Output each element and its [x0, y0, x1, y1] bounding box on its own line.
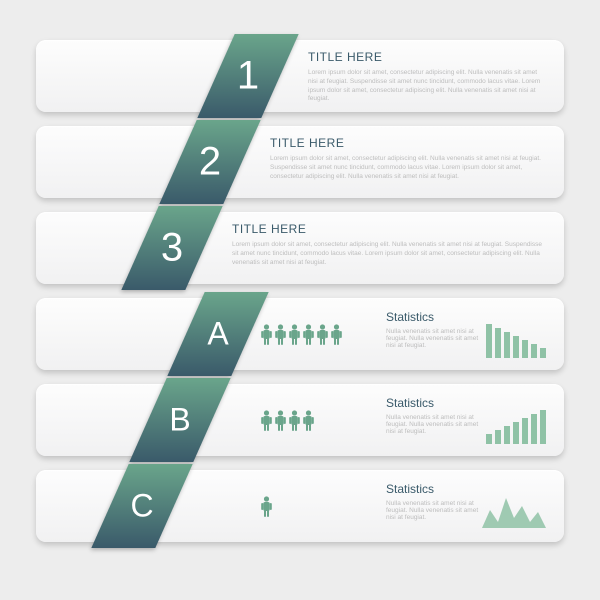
- person-icon: [289, 324, 300, 346]
- person-icon: [261, 496, 272, 518]
- person-icon: [275, 324, 286, 351]
- person-icon: [303, 410, 314, 432]
- stat-title: Statistics: [386, 310, 486, 324]
- info-bar-number: 1 TITLE HERE Lorem ipsum dolor sit amet, c…: [36, 40, 564, 112]
- text-block: TITLE HERE Lorem ipsum dolor sit amet, co…: [270, 136, 546, 181]
- stat-sub: Nulla venenatis sit amet nisi at feugiat…: [386, 500, 486, 521]
- bar-col: [486, 324, 492, 358]
- bar-col: [522, 418, 528, 444]
- ribbon: A: [167, 292, 268, 376]
- ribbon: B: [129, 378, 230, 462]
- stat-sub: Nulla venenatis sit amet nisi at feugiat…: [386, 414, 486, 435]
- bar-col: [531, 344, 537, 358]
- bar-col: [486, 434, 492, 444]
- person-icon: [261, 410, 272, 437]
- info-bar-letter: B Statistics Nulla venenatis sit amet nis…: [36, 384, 564, 456]
- person-icon: [303, 324, 314, 346]
- stat-title: Statistics: [386, 396, 486, 410]
- info-bar-letter: C Statistics Nulla venenatis sit amet nis…: [36, 470, 564, 542]
- person-icon: [317, 324, 328, 351]
- bar-col: [522, 340, 528, 358]
- people-group: [261, 324, 342, 351]
- person-icon: [275, 410, 286, 437]
- stat-sub: Nulla venenatis sit amet nisi at feugiat…: [386, 328, 486, 349]
- ribbon: 2: [159, 120, 260, 204]
- ribbon: 1: [197, 34, 298, 118]
- text-block: TITLE HERE Lorem ipsum dolor sit amet, co…: [232, 222, 546, 267]
- row-body: Lorem ipsum dolor sit amet, consectetur …: [308, 69, 546, 104]
- bar-col: [531, 414, 537, 444]
- ribbon-label: A: [207, 316, 228, 353]
- info-bar-number: 3 TITLE HERE Lorem ipsum dolor sit amet, c…: [36, 212, 564, 284]
- row-body: Lorem ipsum dolor sit amet, consectetur …: [270, 155, 546, 181]
- ribbon-label: 2: [199, 140, 221, 185]
- bar-col: [495, 328, 501, 358]
- info-bar-letter: A S: [36, 298, 564, 370]
- person-icon: [275, 324, 286, 346]
- ribbon-label: B: [169, 402, 190, 439]
- ribbon-label: 3: [161, 226, 183, 271]
- ribbon-label: C: [130, 488, 153, 525]
- ribbon: 3: [121, 206, 222, 290]
- infographic-stage: 1 TITLE HERE Lorem ipsum dolor sit amet, c…: [0, 0, 600, 600]
- person-icon: [261, 324, 272, 351]
- person-icon: [303, 410, 314, 437]
- people-group: [261, 496, 272, 523]
- stat-block: Statistics Nulla venenatis sit amet nisi …: [386, 482, 486, 521]
- row-title: TITLE HERE: [270, 136, 546, 150]
- bar-chart: [486, 322, 546, 358]
- stat-block: Statistics Nulla venenatis sit amet nisi …: [386, 310, 486, 349]
- bar-col: [540, 410, 546, 444]
- bar-col: [495, 430, 501, 444]
- row-title: TITLE HERE: [232, 222, 546, 236]
- text-block: TITLE HERE Lorem ipsum dolor sit amet, co…: [308, 50, 546, 104]
- info-bar-number: 2 TITLE HERE Lorem ipsum dolor sit amet, c…: [36, 126, 564, 198]
- person-icon: [303, 324, 314, 351]
- ribbon: C: [91, 464, 192, 548]
- row-title: TITLE HERE: [308, 50, 546, 64]
- bar-col: [513, 336, 519, 358]
- bar-chart: [486, 408, 546, 444]
- person-icon: [289, 410, 300, 432]
- row-body: Lorem ipsum dolor sit amet, consectetur …: [232, 241, 546, 267]
- person-icon: [261, 410, 272, 432]
- bar-col: [540, 348, 546, 358]
- area-chart: [482, 492, 546, 528]
- bar-col: [513, 422, 519, 444]
- people-group: [261, 410, 314, 437]
- person-icon: [317, 324, 328, 346]
- person-icon: [331, 324, 342, 351]
- bar-col: [504, 426, 510, 444]
- stat-block: Statistics Nulla venenatis sit amet nisi …: [386, 396, 486, 435]
- ribbon-label: 1: [237, 54, 259, 99]
- person-icon: [275, 410, 286, 432]
- person-icon: [331, 324, 342, 346]
- person-icon: [289, 410, 300, 437]
- person-icon: [261, 324, 272, 346]
- person-icon: [289, 324, 300, 351]
- stat-title: Statistics: [386, 482, 486, 496]
- bar-col: [504, 332, 510, 358]
- person-icon: [261, 496, 272, 523]
